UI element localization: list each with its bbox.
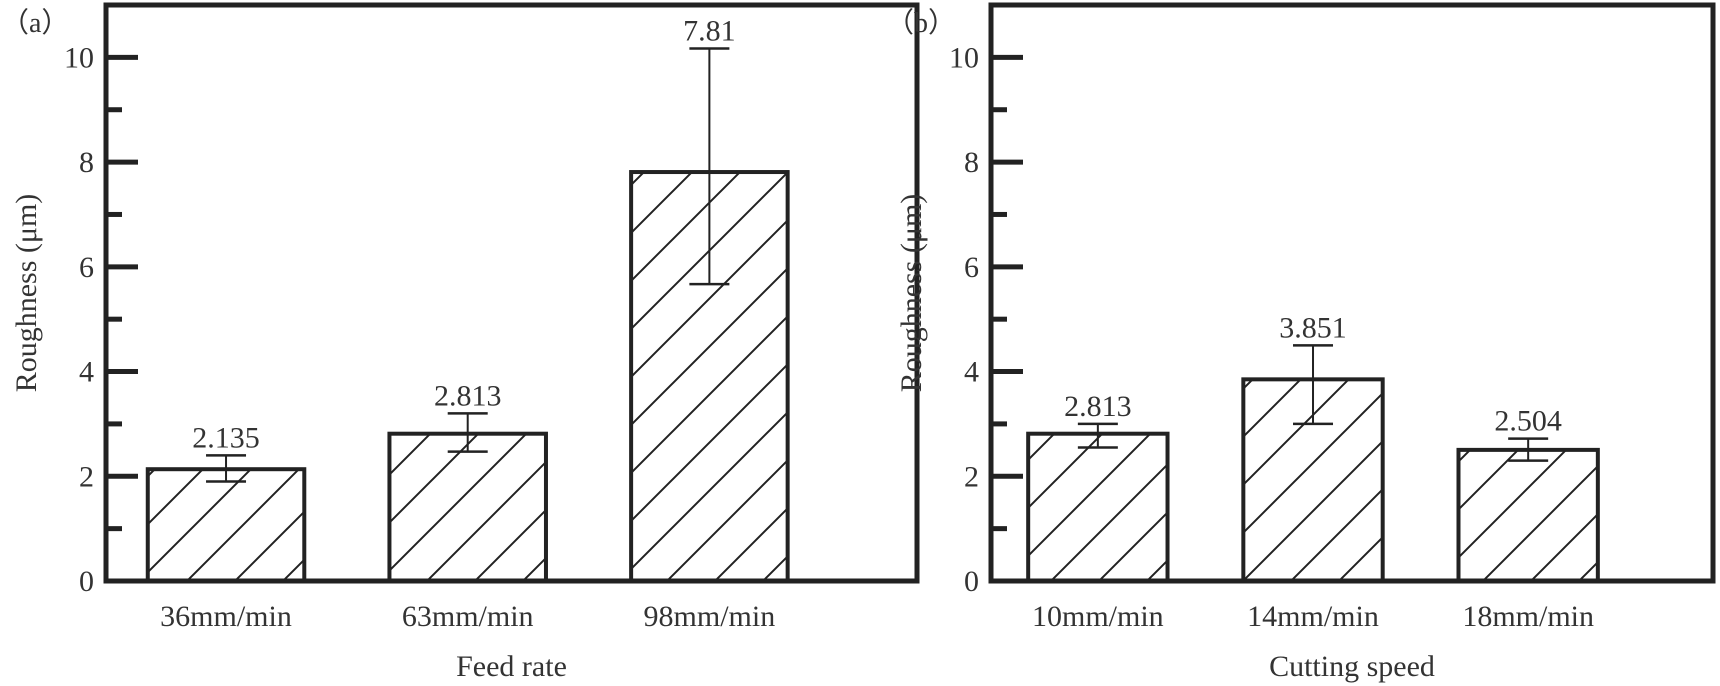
y-tick-label: 8: [79, 146, 94, 179]
bar: [387, 431, 548, 583]
data-label: 3.851: [1279, 311, 1347, 344]
panel-a: （a） 0 2 4 6 8 10 Roughness (μm) 2.135 36mm/min 2.8…: [1, 2, 920, 683]
data-label: 2.135: [192, 421, 260, 454]
x-tick-label: 14mm/min: [1247, 600, 1379, 633]
y-tick-label: 2: [964, 460, 979, 493]
data-label: 7.81: [683, 14, 736, 47]
y-tick-label: 6: [79, 251, 94, 284]
plot-frame: [103, 2, 920, 584]
y-tick-label: 6: [964, 251, 979, 284]
y-tick-label: 0: [964, 565, 979, 598]
y-axis-label: Roughness (μm): [10, 194, 43, 393]
y-tick-label: 10: [949, 41, 979, 74]
x-tick-label: 63mm/min: [402, 600, 534, 633]
bar: [1456, 447, 1600, 584]
y-axis-label: Roughness (μm): [895, 194, 928, 393]
x-tick-label: 98mm/min: [644, 600, 776, 633]
x-tick-label: 10mm/min: [1032, 600, 1164, 633]
y-tick-label: 2: [79, 460, 94, 493]
plot-frame: [988, 2, 1716, 584]
panel-label: （a）: [1, 7, 69, 39]
bar: [1026, 431, 1170, 583]
y-tick-label: 0: [79, 565, 94, 598]
y-tick-label: 4: [964, 356, 979, 389]
y-tick-label: 4: [79, 356, 94, 389]
panel-label: （b）: [886, 7, 956, 39]
x-tick-label: 18mm/min: [1462, 600, 1594, 633]
bar: [145, 467, 307, 584]
y-tick-label: 8: [964, 146, 979, 179]
x-tick-label: 36mm/min: [160, 600, 292, 633]
panel-b: （b） 0 2 4 6 8 10 Roughness (μm) 2.813 10mm/min 3.8…: [886, 2, 1716, 683]
data-label: 2.504: [1494, 405, 1562, 438]
x-axis-label: Feed rate: [456, 650, 567, 683]
data-label: 2.813: [434, 379, 502, 412]
data-label: 2.813: [1064, 390, 1132, 423]
x-axis-label: Cutting speed: [1269, 650, 1435, 683]
y-tick-label: 10: [64, 41, 94, 74]
